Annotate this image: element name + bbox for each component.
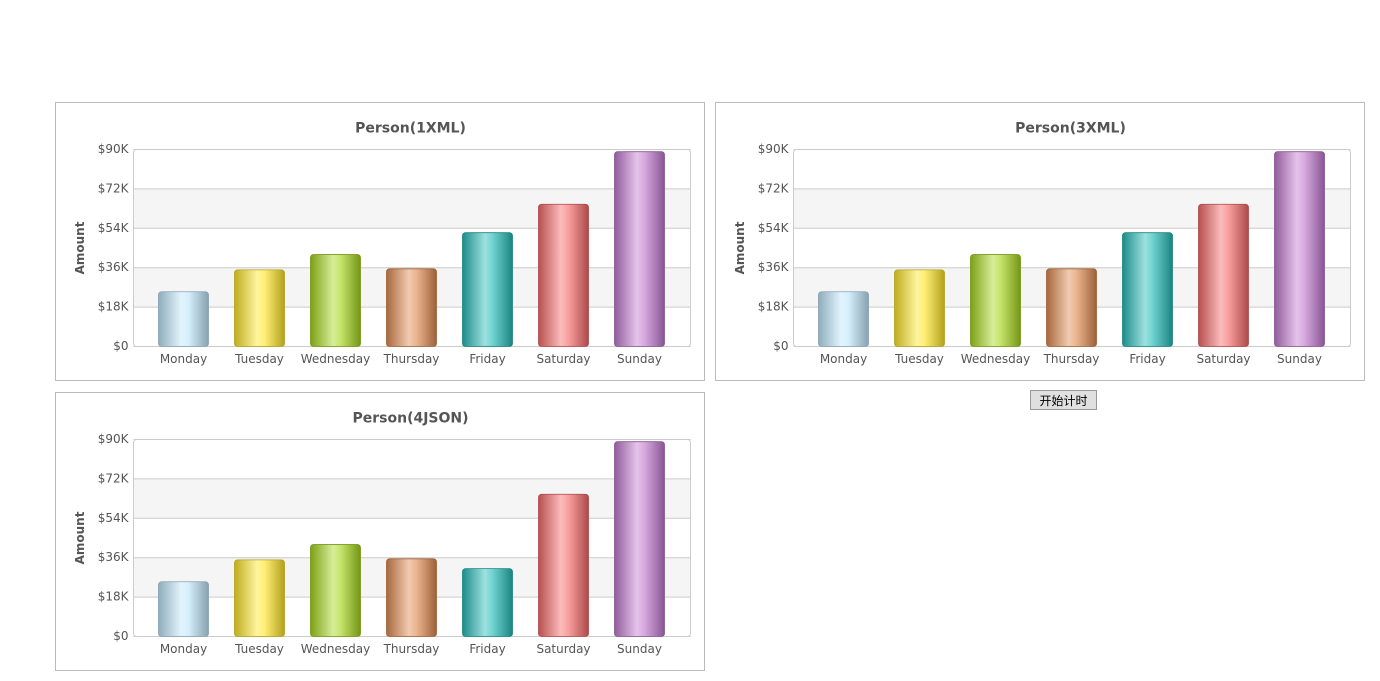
bar: [1046, 268, 1097, 347]
y-tick-label: $54K: [98, 511, 130, 525]
chart-panel: Person(1XML) Amount $0 $18K $36K $54K $72K $90K…: [55, 102, 705, 381]
x-tick-label: Saturday: [536, 352, 590, 366]
bar: [310, 254, 361, 347]
y-tick-label: $18K: [98, 300, 130, 314]
chart-title: Person(1XML): [355, 121, 466, 137]
x-tick-label: Sunday: [1277, 352, 1322, 366]
x-tick-label: Sunday: [617, 352, 662, 366]
y-tick-label: $36K: [98, 260, 130, 274]
x-tick-label: Thursday: [1043, 352, 1100, 366]
x-tick-label: Wednesday: [301, 642, 370, 656]
y-tick-label: $90K: [98, 432, 130, 446]
x-tick-label: Wednesday: [961, 352, 1030, 366]
y-tick-label: $54K: [758, 221, 790, 235]
x-tick-label: Tuesday: [234, 642, 284, 656]
y-tick-label: $18K: [98, 590, 130, 604]
chart-panel: Person(3XML) Amount $0 $18K $36K $54K $72K $90K…: [715, 102, 1365, 381]
bar: [614, 441, 665, 637]
x-tick-label: Monday: [820, 352, 867, 366]
y-axis-label: Amount: [73, 511, 87, 564]
bar: [614, 151, 665, 347]
bar: [818, 291, 869, 347]
bar: [234, 269, 285, 347]
panel-border: [55, 102, 705, 381]
bar: [1198, 203, 1249, 347]
grid-band: [133, 478, 691, 519]
y-tick-label: $54K: [98, 221, 130, 235]
x-tick-label: Saturday: [536, 642, 590, 656]
x-tick-label: Tuesday: [894, 352, 944, 366]
x-tick-label: Wednesday: [301, 352, 370, 366]
bar: [234, 559, 285, 637]
chart-panel: Person(4JSON) Amount $0 $18K $36K $54K $72K $90…: [55, 392, 705, 671]
y-tick-label: $36K: [98, 550, 130, 564]
bar: [538, 493, 589, 637]
y-axis-label: Amount: [733, 221, 747, 274]
x-tick-label: Monday: [160, 642, 207, 656]
bar: [462, 232, 513, 347]
grid-band: [793, 188, 1351, 229]
y-tick-label: $90K: [758, 142, 790, 156]
bar: [1274, 151, 1325, 347]
bar: [310, 544, 361, 637]
bar: [970, 254, 1021, 347]
bar: [538, 203, 589, 347]
x-tick-label: Saturday: [1196, 352, 1250, 366]
y-tick-label: $0: [113, 629, 128, 643]
y-tick-label: $0: [113, 339, 128, 353]
y-tick-label: $36K: [758, 260, 790, 274]
start-timer-button[interactable]: 开始计时: [1030, 390, 1097, 410]
bar: [386, 558, 437, 637]
bar: [462, 568, 513, 637]
y-tick-label: $90K: [98, 142, 130, 156]
chart-title: Person(3XML): [1015, 121, 1126, 137]
chart-title: Person(4JSON): [352, 411, 468, 427]
bar: [158, 291, 209, 347]
bar: [894, 269, 945, 347]
x-tick-label: Friday: [469, 642, 505, 656]
x-tick-label: Friday: [1129, 352, 1165, 366]
x-tick-label: Monday: [160, 352, 207, 366]
bar: [158, 581, 209, 637]
grid-band: [133, 188, 691, 229]
x-tick-label: Friday: [469, 352, 505, 366]
panel-border: [55, 392, 705, 671]
x-tick-label: Thursday: [383, 642, 440, 656]
y-tick-label: $0: [773, 339, 788, 353]
y-tick-label: $72K: [758, 181, 790, 195]
y-tick-label: $72K: [98, 471, 130, 485]
y-axis-label: Amount: [73, 221, 87, 274]
y-tick-label: $18K: [758, 300, 790, 314]
x-tick-label: Sunday: [617, 642, 662, 656]
bar: [386, 268, 437, 347]
x-tick-label: Thursday: [383, 352, 440, 366]
y-tick-label: $72K: [98, 181, 130, 195]
x-tick-label: Tuesday: [234, 352, 284, 366]
bar: [1122, 232, 1173, 347]
panel-border: [715, 102, 1365, 381]
